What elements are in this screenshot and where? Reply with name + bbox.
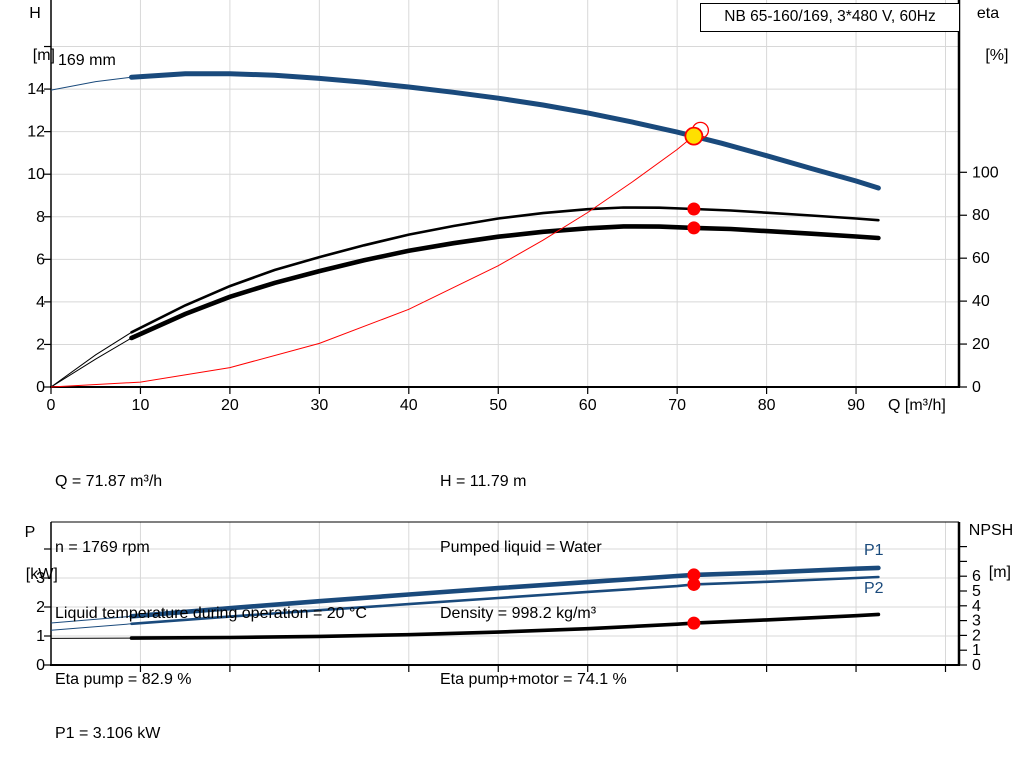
right-axis-tick-label: 0 bbox=[972, 657, 981, 674]
right-axis-tick-label: 40 bbox=[972, 293, 990, 310]
p-axis-title-line2: [kW] bbox=[25, 566, 58, 583]
right-axis-tick-label: 4 bbox=[972, 598, 981, 615]
left-axis-tick-label: 12 bbox=[27, 124, 45, 141]
p1-op-dot bbox=[687, 568, 701, 582]
right-axis-tick-label: 80 bbox=[972, 207, 990, 224]
npsh-axis-title-line2: [m] bbox=[988, 564, 1011, 581]
npsh-op-dot bbox=[687, 616, 701, 630]
x-axis-tick-label: 0 bbox=[47, 397, 56, 414]
x-axis-tick-label: 90 bbox=[847, 397, 865, 414]
left-axis-tick-label: 3 bbox=[36, 570, 45, 587]
right-axis-tick-label: 1 bbox=[972, 642, 981, 659]
info-pumped-liquid: Pumped liquid = Water bbox=[440, 539, 602, 556]
p1-curve-label: P1 bbox=[864, 542, 884, 559]
x-axis-tick-label: 40 bbox=[400, 397, 418, 414]
impeller-size-label: 169 mm bbox=[58, 52, 116, 69]
npsh-axis-title: NPSH [m] bbox=[960, 520, 1022, 583]
h-axis-title-line2: [m] bbox=[32, 47, 55, 64]
power-info-block: P1 = 3.106 kW P2 = 2.778 kW NPSH = 2.83 … bbox=[55, 679, 420, 781]
info-speed: n = 1769 rpm bbox=[55, 539, 150, 556]
x-axis-tick-label: 10 bbox=[132, 397, 150, 414]
left-axis-tick-label: 4 bbox=[36, 294, 45, 311]
eta-axis-title-line2: [%] bbox=[985, 47, 1009, 64]
x-axis-tick-label: 50 bbox=[489, 397, 507, 414]
info-head: H = 11.79 m bbox=[440, 473, 527, 490]
x-axis-tick-label: 80 bbox=[758, 397, 776, 414]
eta-axis-title-line1: eta bbox=[976, 5, 1000, 22]
right-axis-tick-label: 3 bbox=[972, 613, 981, 630]
duty-point[interactable] bbox=[684, 126, 704, 146]
eta-pump-motor-op-dot bbox=[687, 221, 701, 235]
right-axis-tick-label: 20 bbox=[972, 336, 990, 353]
x-axis-tick-label: 60 bbox=[579, 397, 597, 414]
eta-pump-motor-curve-thin bbox=[50, 225, 879, 388]
info-p1: P1 = 3.106 kW bbox=[55, 725, 161, 742]
x-axis-tick-label: 70 bbox=[668, 397, 686, 414]
left-axis-tick-label: 10 bbox=[27, 166, 45, 183]
p1-curve bbox=[129, 565, 881, 619]
p-axis-title-line1: P bbox=[24, 524, 36, 541]
head-curve-169mm-thin bbox=[50, 73, 879, 189]
info-eta-pump: Eta pump = 82.9 % bbox=[55, 671, 192, 688]
left-axis-tick-label: 2 bbox=[36, 599, 45, 616]
system-curve-thin bbox=[50, 130, 701, 388]
right-axis-tick-label: 6 bbox=[972, 568, 981, 585]
eta-pump-op-dot bbox=[687, 202, 701, 216]
h-axis-title-line1: H bbox=[29, 5, 41, 22]
eta-pump-curve bbox=[130, 206, 880, 334]
eta-pump-curve-thin bbox=[50, 206, 879, 388]
p2-curve-label: P2 bbox=[864, 580, 884, 597]
right-axis-tick-label: 0 bbox=[972, 379, 981, 396]
info-q: Q = 71.87 m³/h bbox=[55, 473, 163, 490]
duty-info-right: H = 11.79 m Pumped liquid = Water Densit… bbox=[440, 427, 627, 735]
left-axis-tick-label: 8 bbox=[36, 209, 45, 226]
npsh-curve bbox=[129, 612, 881, 640]
right-axis-tick-label: 5 bbox=[972, 583, 981, 600]
right-axis-tick-label: 2 bbox=[972, 627, 981, 644]
x-axis-tick-label: 20 bbox=[221, 397, 239, 414]
right-axis-tick-label: 60 bbox=[972, 250, 990, 267]
head-curve-169mm bbox=[129, 71, 881, 191]
pump-title-box: NB 65-160/169, 3*480 V, 60Hz bbox=[700, 3, 960, 32]
info-liquid-temp: Liquid temperature during operation = 20… bbox=[55, 605, 367, 622]
left-axis-tick-label: 0 bbox=[36, 657, 45, 674]
right-axis-tick-label: 100 bbox=[972, 164, 999, 181]
left-axis-tick-label: 1 bbox=[36, 628, 45, 645]
left-axis-tick-label: 0 bbox=[36, 379, 45, 396]
info-eta-pump-motor: Eta pump+motor = 74.1 % bbox=[440, 671, 627, 688]
npsh-axis-title-line1: NPSH bbox=[968, 522, 1014, 539]
eta-axis-title: eta [%] bbox=[966, 3, 1010, 66]
left-axis-tick-label: 2 bbox=[36, 336, 45, 353]
p2-op-dot bbox=[687, 577, 701, 591]
h-axis-title: H [m] bbox=[14, 3, 56, 66]
x-axis-tick-label: 30 bbox=[310, 397, 328, 414]
duty-info-left: Q = 71.87 m³/h n = 1769 rpm Liquid tempe… bbox=[55, 427, 367, 735]
left-axis-tick-label: 6 bbox=[36, 251, 45, 268]
p-axis-title: P [kW] bbox=[8, 522, 58, 585]
p2-curve bbox=[130, 575, 880, 626]
eta-pump-motor-curve bbox=[129, 224, 881, 341]
left-axis-tick-label: 14 bbox=[27, 81, 45, 98]
x-axis-title: Q [m³/h] bbox=[888, 397, 946, 414]
info-density: Density = 998.2 kg/m³ bbox=[440, 605, 597, 622]
